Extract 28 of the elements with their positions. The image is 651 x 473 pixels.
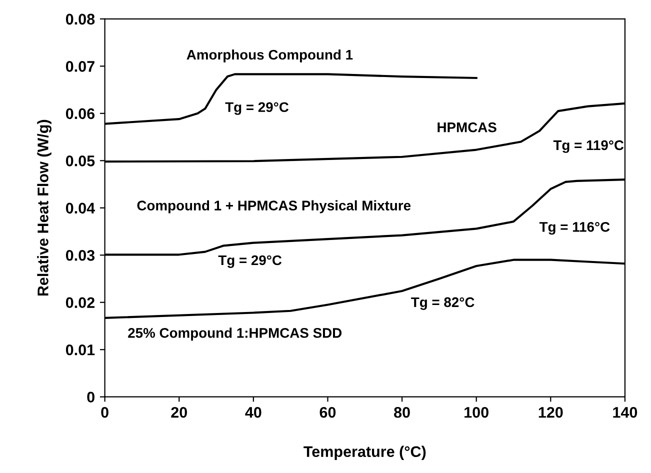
y-tick-label: 0.05 (66, 156, 95, 166)
y-tick-label: 0.04 (66, 202, 96, 214)
y-tick-label: 0.03 (66, 250, 95, 261)
annotation: Tg = 29°C (218, 255, 282, 268)
y-tick-label: 0.08 (66, 14, 95, 25)
x-tick-label: 0 (101, 406, 108, 418)
annotation: Tg = 119°C (553, 140, 624, 153)
x-tick-label: 120 (538, 406, 563, 418)
y-tick-label: 0.06 (66, 108, 95, 120)
y-tick-label: 0.07 (66, 61, 94, 72)
x-axis-title: Temperature (°C) (304, 446, 426, 460)
annotation: Tg = 29°C (225, 102, 289, 115)
x-tick-label: 60 (320, 406, 336, 418)
series-label: Compound 1 + HPMCAS Physical Mixture (137, 200, 411, 214)
annotation: Tg = 82°C (411, 297, 474, 310)
y-tick-label: 0.02 (66, 297, 94, 308)
x-tick-label: 40 (245, 406, 262, 418)
x-tick-label: 80 (394, 406, 410, 418)
series-label: Amorphous Compound 1 (186, 49, 353, 62)
x-tick-label: 140 (613, 406, 638, 418)
x-tick-label: 20 (171, 406, 187, 418)
annotation: Tg = 116°C (539, 222, 610, 235)
series-label: HPMCAS (438, 122, 496, 132)
y-tick-label: 0 (87, 392, 94, 403)
x-tick-label: 100 (464, 406, 488, 418)
y-axis-title: Relative Heat Flow (W/g) (37, 120, 52, 296)
series-label: 25% Compound 1:HPMCAS SDD (128, 328, 342, 341)
y-tick-label: 0.01 (66, 344, 95, 356)
